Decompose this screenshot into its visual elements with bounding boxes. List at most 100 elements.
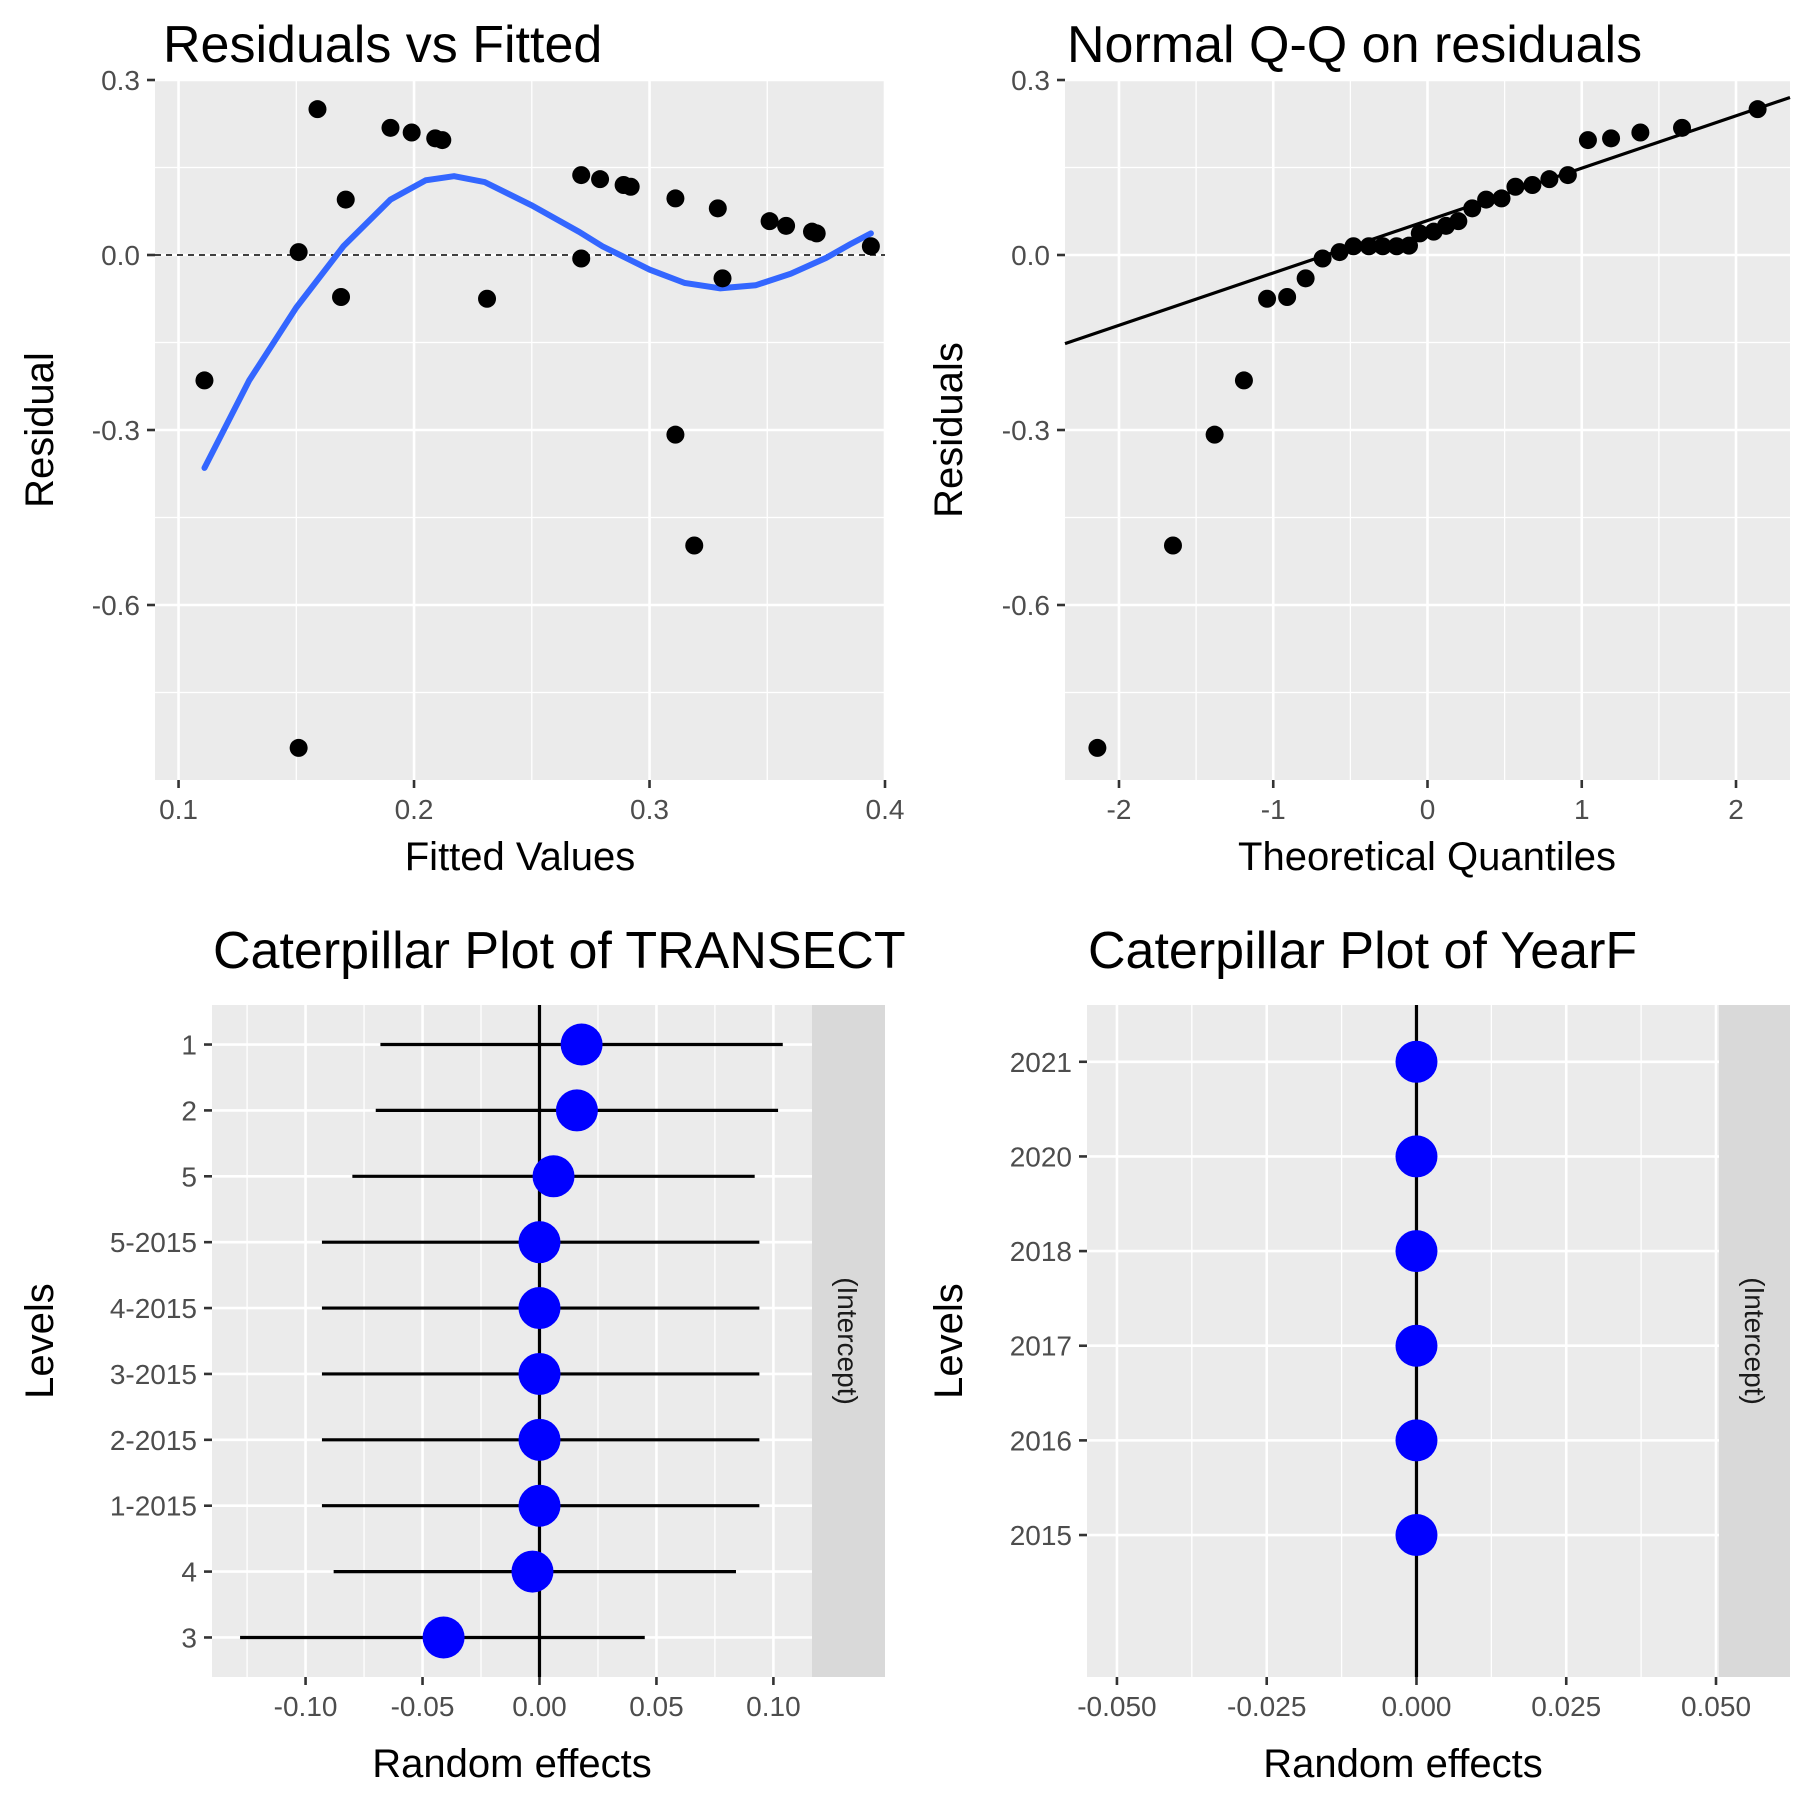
x-axis: -0.050 -0.025 0.000 0.025 0.050 — [1077, 1677, 1751, 1722]
data-point — [621, 177, 640, 196]
data-point — [1631, 123, 1650, 142]
facet-strip — [1719, 1005, 1790, 1677]
qq-reference-line — [1064, 95, 1791, 346]
data-point — [289, 243, 308, 262]
axes: 0.1 0.2 0.3 0.4 0.3 0.0 -0.3 -0.6 — [92, 65, 905, 825]
data-point — [402, 123, 421, 142]
y-axis: 2021 2020 2018 2017 2016 2015 — [1010, 1047, 1087, 1551]
x-axis: -2 -1 0 1 2 — [1107, 780, 1744, 825]
data-point — [478, 289, 497, 308]
x-axis-title: Fitted Values — [405, 835, 636, 879]
x-tick-label: 2 — [1728, 794, 1744, 825]
y-tick-label: 0.0 — [101, 240, 140, 271]
data-point — [1330, 243, 1349, 262]
data-point — [1492, 189, 1511, 208]
axes: -0.050 -0.025 0.000 0.025 0.050 2021 202… — [1010, 1047, 1751, 1722]
panel-residuals-vs-fitted: Residuals vs Fitted 0.1 0.2 0.3 0.4 0.3 … — [18, 16, 904, 879]
y-tick-label: 4 — [181, 1557, 197, 1588]
x-tick-label: 0.10 — [746, 1691, 801, 1722]
y-tick-label: 1 — [181, 1030, 197, 1061]
panel-caterpillar-yearf: Caterpillar Plot of YearF (Intercept) -0… — [927, 922, 1790, 1786]
data-point — [861, 237, 880, 256]
data-point — [685, 536, 704, 555]
x-tick-label: 1 — [1574, 794, 1590, 825]
plot-title: Caterpillar Plot of YearF — [1088, 922, 1637, 980]
data-point — [381, 118, 400, 137]
loess-smooth-line — [201, 173, 874, 471]
x-tick-label: 0.1 — [159, 794, 198, 825]
x-tick-label: -0.050 — [1077, 1691, 1156, 1722]
data-point — [1602, 129, 1621, 148]
effect-point — [518, 1287, 561, 1330]
x-axis: 0.1 0.2 0.3 0.4 — [159, 780, 904, 825]
effect-point — [1395, 1040, 1438, 1083]
data-point — [572, 249, 591, 268]
x-axis-title: Random effects — [1263, 1742, 1542, 1786]
y-tick-label: 2020 — [1010, 1141, 1072, 1172]
facet-strip-label: (Intercept) — [832, 1277, 863, 1405]
y-tick-label: -0.3 — [1002, 415, 1050, 446]
y-axis-title: Residual — [18, 352, 62, 508]
effect-point — [518, 1221, 561, 1264]
effect-point — [518, 1484, 561, 1527]
gridlines — [1065, 78, 1790, 780]
x-tick-label: 0.3 — [630, 794, 669, 825]
effect-point — [1395, 1230, 1438, 1273]
data-point — [336, 190, 355, 209]
data-point — [1748, 100, 1767, 119]
data-point — [807, 224, 826, 243]
facet-strip — [812, 1005, 885, 1677]
y-tick-label: 2021 — [1010, 1047, 1072, 1078]
data-point — [1578, 131, 1597, 150]
qq-points — [1088, 100, 1767, 757]
y-tick-label: 5-2015 — [110, 1227, 197, 1258]
effect-point — [560, 1023, 603, 1066]
facet-strip-label: (Intercept) — [1739, 1277, 1770, 1405]
effect-point — [1395, 1324, 1438, 1367]
x-tick-label: -0.10 — [274, 1691, 338, 1722]
x-tick-label: 0.05 — [629, 1691, 684, 1722]
y-tick-label: 2018 — [1010, 1236, 1072, 1267]
data-point — [1296, 269, 1315, 288]
data-point — [1540, 170, 1559, 189]
effect-point — [1395, 1514, 1438, 1557]
y-axis: 0.3 0.0 -0.3 -0.6 — [92, 65, 155, 621]
effect-point — [518, 1418, 561, 1461]
data-point — [1410, 224, 1429, 243]
y-tick-label: 3-2015 — [110, 1359, 197, 1390]
data-point — [708, 199, 727, 218]
y-tick-label: 4-2015 — [110, 1293, 197, 1324]
y-axis-title: Levels — [927, 1283, 971, 1399]
plot-background — [212, 1005, 812, 1677]
data-point — [1463, 199, 1482, 218]
data-point — [572, 166, 591, 185]
effect-point — [555, 1089, 598, 1132]
data-point — [1234, 371, 1253, 390]
plot-title: Residuals vs Fitted — [163, 16, 602, 74]
x-tick-label: 0.050 — [1681, 1691, 1751, 1722]
y-tick-label: 2015 — [1010, 1520, 1072, 1551]
y-tick-label: 0.3 — [1011, 65, 1050, 96]
x-tick-label: 0.000 — [1381, 1691, 1451, 1722]
data-point — [1673, 118, 1692, 137]
effect-point — [518, 1352, 561, 1395]
x-tick-label: 0.2 — [395, 794, 434, 825]
plot-title: Caterpillar Plot of TRANSECT — [213, 922, 906, 980]
y-tick-label: 0.3 — [101, 65, 140, 96]
y-tick-label: 0.0 — [1011, 240, 1050, 271]
x-tick-label: -0.025 — [1227, 1691, 1306, 1722]
y-tick-label: 2-2015 — [110, 1425, 197, 1456]
y-axis: 0.3 0.0 -0.3 -0.6 — [1002, 65, 1065, 621]
x-tick-label: 0.025 — [1531, 1691, 1601, 1722]
y-tick-label: -0.6 — [92, 590, 140, 621]
y-axis: 1 2 5 5-2015 4-2015 3-2015 2-2015 1-2015… — [110, 1030, 212, 1653]
y-tick-label: 2 — [181, 1095, 197, 1126]
y-tick-label: 1-2015 — [110, 1491, 197, 1522]
x-tick-label: -2 — [1107, 794, 1132, 825]
y-tick-label: 3 — [181, 1622, 197, 1653]
x-tick-label: -0.05 — [391, 1691, 455, 1722]
x-tick-label: 0 — [1420, 794, 1436, 825]
effect-point — [1395, 1135, 1438, 1178]
data-point — [760, 212, 779, 231]
